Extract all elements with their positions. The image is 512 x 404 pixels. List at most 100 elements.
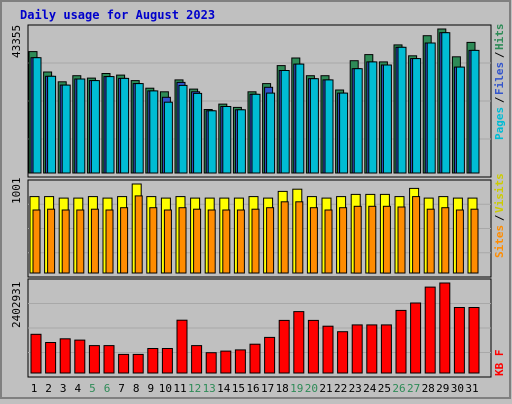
hits-bar-pages-day-10 [163,101,173,174]
hits-bar-pages-day-4 [76,78,86,174]
hits-bar-pages-day-14 [222,106,232,174]
visits-bar-sites-day-14 [222,209,231,274]
hits-legend-separator: / [493,51,506,58]
hits-bar-pages-day-13 [207,110,217,174]
x-label-day-17: 17 [261,382,274,395]
visits-bar-sites-day-18 [280,201,289,274]
visits-bar-sites-day-9 [149,207,158,274]
kbf-bar-kb-f-day-10 [161,348,173,374]
visits-bar-sites-day-28 [426,208,435,274]
visits-legend-visits: Visits [493,173,506,213]
visits-bar-sites-day-17 [266,207,275,274]
x-label-day-27: 27 [407,382,420,395]
hits-bar-pages-day-23 [353,68,363,174]
visits-bar-sites-day-22 [339,207,348,274]
visits-bar-sites-day-12 [193,208,202,274]
visits-bar-sites-day-10 [163,209,172,274]
kbf-bar-kb-f-day-5 [88,345,100,374]
hits-bar-pages-day-26 [397,46,407,174]
kbf-bar-kb-f-day-22 [337,331,349,374]
x-label-day-20: 20 [305,382,318,395]
visits-bar-sites-day-15 [236,209,245,274]
kbf-bar-kb-f-day-6 [103,345,115,374]
visits-axis-max-label: 1001 [10,178,23,205]
visits-bar-sites-day-6 [105,209,114,274]
x-label-day-18: 18 [276,382,289,395]
x-label-day-23: 23 [349,382,362,395]
x-label-day-28: 28 [422,382,435,395]
visits-bar-sites-day-29 [441,207,450,274]
hits-bar-pages-day-7 [120,77,130,174]
kbf-bar-kb-f-day-16 [249,343,261,374]
hits-bar-pages-day-8 [134,83,144,174]
kbf-bar-kb-f-day-25 [380,324,392,374]
kbf-bar-kb-f-day-18 [278,319,290,374]
hits-bar-pages-day-24 [368,61,378,174]
kbf-bar-kb-f-day-29 [439,282,451,374]
x-label-day-6: 6 [104,382,111,395]
hits-bar-pages-day-20 [309,78,319,174]
visits-bar-sites-day-23 [353,205,362,274]
hits-bar-pages-day-2 [47,75,57,174]
kbf-bar-kb-f-day-27 [410,302,422,374]
kbf-bar-kb-f-day-4 [74,339,86,374]
hits-bar-pages-day-5 [90,80,100,174]
visits-bar-sites-day-21 [324,209,333,274]
x-label-day-11: 11 [173,382,186,395]
visits-bar-sites-day-3 [61,209,70,274]
kbf-bar-kb-f-day-20 [307,319,319,374]
x-label-day-8: 8 [133,382,140,395]
x-label-day-19: 19 [290,382,303,395]
hits-bar-pages-day-29 [441,32,451,174]
hits-bar-pages-day-17 [266,92,276,174]
kbf-legend: KB F [493,350,506,377]
kbf-bar-kb-f-day-11 [176,319,188,374]
visits-bar-sites-day-31 [470,208,479,274]
kbf-bar-kb-f-day-12 [191,345,203,374]
kbf-axis-max-label: 2402931 [10,282,23,328]
visits-bar-sites-day-4 [76,209,85,274]
kbf-bar-kb-f-day-21 [322,325,334,374]
x-label-day-2: 2 [45,382,52,395]
kbf-bar-kb-f-day-3 [59,338,71,374]
kbf-legend-kb-f: KB F [493,350,506,377]
kbf-bar-kb-f-day-30 [453,307,465,374]
hits-bar-pages-day-1 [32,57,42,174]
x-label-day-10: 10 [159,382,172,395]
x-label-day-9: 9 [147,382,154,395]
visits-bar-sites-day-16 [251,208,260,274]
visits-bar-sites-day-19 [295,201,304,274]
x-label-day-1: 1 [31,382,38,395]
x-label-day-12: 12 [188,382,201,395]
x-label-day-4: 4 [74,382,81,395]
visits-bar-sites-day-2 [47,208,56,274]
kbf-bar-kb-f-day-31 [468,307,480,374]
kbf-bar-kb-f-day-2 [45,342,57,374]
hits-bar-pages-day-16 [251,93,261,174]
hits-bar-pages-day-31 [470,49,480,174]
visits-bar-sites-day-20 [309,207,318,274]
visits-bar-sites-day-5 [90,208,99,274]
hits-bar-pages-day-28 [426,42,436,174]
hits-bar-pages-day-27 [412,58,422,174]
hits-bar-pages-day-19 [295,63,305,174]
x-label-day-22: 22 [334,382,347,395]
hits-bar-pages-day-3 [61,84,71,174]
hits-bar-pages-day-11 [178,84,188,174]
kbf-bar-kb-f-day-13 [205,352,217,374]
hits-axis-max-label: 43355 [10,25,23,58]
kbf-bar-kb-f-day-9 [147,348,159,374]
visits-bar-sites-day-24 [368,205,377,274]
x-label-day-7: 7 [118,382,125,395]
visits-bar-sites-day-13 [207,209,216,274]
visits-bar-sites-day-8 [134,195,143,274]
x-label-day-30: 30 [451,382,464,395]
x-label-day-26: 26 [392,382,405,395]
hits-legend: Pages/Files/Hits [493,24,506,141]
bars-layer [28,28,480,374]
kbf-bar-kb-f-day-17 [264,336,276,374]
hits-legend-files: Files [493,62,506,95]
hits-bar-pages-day-22 [339,92,349,174]
visits-bar-sites-day-26 [397,206,406,274]
